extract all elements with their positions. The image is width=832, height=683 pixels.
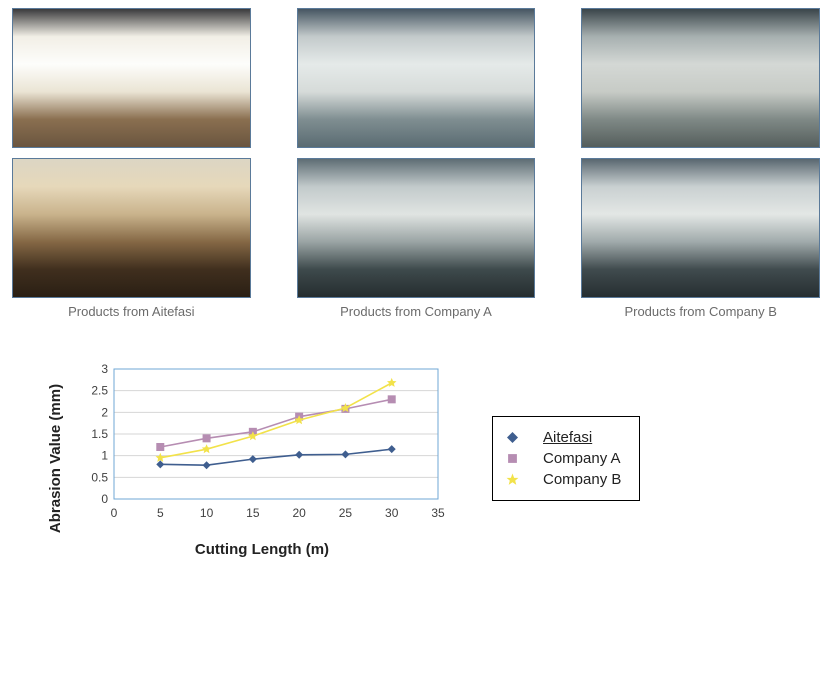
legend-item-company-b: Company B bbox=[505, 469, 621, 490]
square-icon bbox=[505, 453, 519, 464]
plot-wrap: 00.511.522.5305101520253035 Cutting Leng… bbox=[72, 359, 452, 558]
legend-label: Aitefasi bbox=[543, 429, 592, 446]
xlabel: Cutting Length (m) bbox=[195, 541, 329, 558]
caption-company-b: Products from Company B bbox=[581, 304, 820, 319]
svg-text:30: 30 bbox=[385, 506, 399, 520]
svg-text:1: 1 bbox=[101, 449, 108, 463]
ylabel: Abrasion Value (mm) bbox=[48, 384, 65, 533]
legend-item-aitefasi: Aitefasi bbox=[505, 427, 621, 448]
svg-text:0: 0 bbox=[111, 506, 118, 520]
photo-aitefasi-bottom bbox=[12, 158, 251, 298]
legend-item-company-a: Company A bbox=[505, 448, 621, 469]
svg-text:35: 35 bbox=[431, 506, 445, 520]
photo-company-a-top bbox=[297, 8, 536, 148]
photo-company-a-bottom bbox=[297, 158, 536, 298]
caption-company-a: Products from Company A bbox=[297, 304, 536, 319]
legend-label: Company B bbox=[543, 471, 621, 488]
svg-text:0.5: 0.5 bbox=[91, 470, 108, 484]
svg-text:0: 0 bbox=[101, 492, 108, 506]
svg-text:3: 3 bbox=[101, 362, 108, 376]
svg-text:2.5: 2.5 bbox=[91, 384, 108, 398]
svg-text:1.5: 1.5 bbox=[91, 427, 108, 441]
svg-text:5: 5 bbox=[157, 506, 164, 520]
abrasion-chart: 00.511.522.5305101520253035 bbox=[72, 359, 452, 527]
svg-text:15: 15 bbox=[246, 506, 260, 520]
svg-text:10: 10 bbox=[200, 506, 214, 520]
caption-row: Products from Aitefasi Products from Com… bbox=[12, 304, 820, 319]
chart-and-axis: Abrasion Value (mm) 00.511.522.530510152… bbox=[40, 359, 452, 558]
svg-text:25: 25 bbox=[339, 506, 353, 520]
star-icon bbox=[505, 473, 519, 486]
photo-grid bbox=[12, 8, 820, 298]
svg-text:20: 20 bbox=[292, 506, 306, 520]
svg-text:2: 2 bbox=[101, 405, 108, 419]
photo-company-b-top bbox=[581, 8, 820, 148]
photo-aitefasi-top bbox=[12, 8, 251, 148]
caption-aitefasi: Products from Aitefasi bbox=[12, 304, 251, 319]
chart-row: Abrasion Value (mm) 00.511.522.530510152… bbox=[40, 359, 820, 558]
diamond-icon bbox=[505, 432, 519, 443]
legend-label: Company A bbox=[543, 450, 621, 467]
ylabel-wrap: Abrasion Value (mm) bbox=[40, 359, 72, 558]
photo-company-b-bottom bbox=[581, 158, 820, 298]
legend-box: Aitefasi Company A Company B bbox=[492, 416, 640, 501]
